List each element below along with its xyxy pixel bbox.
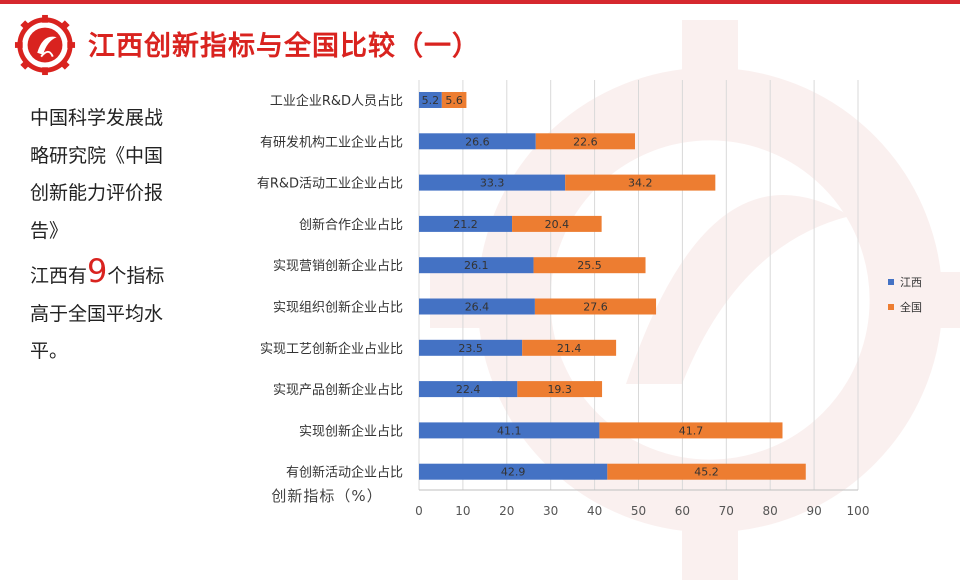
bar-segment bbox=[534, 298, 657, 315]
category-label: 创新合作企业占比 bbox=[299, 217, 403, 233]
bar-segment bbox=[419, 215, 513, 232]
bar-segment bbox=[512, 215, 602, 232]
bar-segment bbox=[599, 422, 783, 439]
x-tick-label: 0 bbox=[415, 504, 423, 518]
data-label: 41.7 bbox=[679, 424, 704, 437]
data-label: 23.5 bbox=[458, 342, 483, 355]
bar-segment bbox=[517, 381, 603, 398]
x-tick-label: 90 bbox=[806, 504, 821, 518]
side-description: 中国科学发展战略研究院《中国创新能力评价报告》 江西有9个指标高于全国平均水平。 bbox=[30, 100, 170, 371]
data-label: 5.2 bbox=[422, 94, 440, 107]
source-text: 中国科学发展战略研究院《中国创新能力评价报告》 bbox=[30, 107, 164, 242]
x-tick-label: 20 bbox=[499, 504, 514, 518]
category-label: 实现产品创新企业占比 bbox=[273, 382, 403, 398]
data-label: 19.3 bbox=[547, 383, 572, 396]
category-label: 实现组织创新企业占比 bbox=[273, 300, 403, 316]
data-label: 26.6 bbox=[465, 135, 490, 148]
data-label: 26.1 bbox=[464, 259, 489, 272]
stacked-bar-chart: 0 10 20 30 40 50 60 70 80 90 100 工业企业R&D人员占比 5.2 5.6 有… bbox=[257, 80, 922, 518]
bar-segment bbox=[522, 339, 617, 356]
data-label: 26.4 bbox=[465, 301, 490, 314]
data-label: 25.5 bbox=[577, 259, 602, 272]
bar-segment bbox=[419, 298, 535, 315]
x-tick-label: 10 bbox=[455, 504, 470, 518]
bar-segment bbox=[419, 92, 442, 108]
bar-segment bbox=[565, 174, 716, 191]
bar-segment bbox=[419, 463, 608, 480]
top-accent-line bbox=[0, 0, 960, 4]
data-label: 34.2 bbox=[628, 177, 653, 190]
x-tick-label: 80 bbox=[763, 504, 778, 518]
legend-label: 江西 bbox=[900, 276, 922, 289]
data-label: 20.4 bbox=[545, 218, 570, 231]
legend-label: 全国 bbox=[900, 300, 922, 314]
data-label: 42.9 bbox=[501, 466, 526, 479]
bar-segment bbox=[419, 133, 536, 150]
bar-segment bbox=[419, 381, 518, 398]
category-label: 工业企业R&D人员占比 bbox=[270, 93, 403, 109]
data-label: 22.6 bbox=[573, 135, 598, 148]
bar-segment bbox=[419, 339, 523, 356]
category-label: 实现创新企业占比 bbox=[299, 423, 403, 439]
category-label: 有R&D活动工业企业占比 bbox=[257, 176, 403, 192]
highlight-prefix: 江西有 bbox=[30, 265, 88, 287]
data-label: 5.6 bbox=[445, 94, 463, 107]
bar-segment bbox=[419, 174, 566, 191]
category-label: 有创新活动企业占比 bbox=[286, 465, 403, 481]
gear-leaf-logo-icon bbox=[14, 14, 76, 76]
bar-segment bbox=[535, 133, 635, 150]
data-label: 33.3 bbox=[480, 177, 505, 190]
x-axis-title: 创新指标（%） bbox=[271, 487, 382, 505]
category-label: 实现营销创新企业占比 bbox=[273, 258, 403, 274]
x-tick-label: 30 bbox=[543, 504, 558, 518]
highlight-text: 江西有9个指标高于全国平均水平。 bbox=[30, 255, 170, 371]
page-title: 江西创新指标与全国比较（一） bbox=[88, 31, 480, 62]
data-label: 21.4 bbox=[557, 342, 582, 355]
data-label: 27.6 bbox=[583, 301, 608, 314]
bar-segment bbox=[419, 422, 600, 439]
data-label: 22.4 bbox=[456, 383, 481, 396]
legend-swatch bbox=[888, 279, 894, 285]
category-label: 实现工艺创新企业占业比 bbox=[260, 341, 403, 357]
legend-swatch bbox=[888, 304, 894, 310]
highlight-number: 9 bbox=[87, 252, 108, 290]
x-tick-label: 70 bbox=[719, 504, 734, 518]
data-label: 21.2 bbox=[453, 218, 478, 231]
x-tick-label: 40 bbox=[587, 504, 602, 518]
data-label: 45.2 bbox=[694, 466, 719, 479]
x-tick-label: 100 bbox=[847, 504, 870, 518]
highlight-suffix: 个指标高于全国平均水平。 bbox=[30, 265, 165, 362]
bar-segment bbox=[419, 257, 534, 274]
bar-segment bbox=[441, 92, 467, 108]
bar-segment bbox=[607, 463, 806, 480]
x-tick-label: 50 bbox=[631, 504, 646, 518]
bar-segment bbox=[533, 257, 646, 274]
category-label: 有研发机构工业企业占比 bbox=[260, 134, 403, 150]
data-label: 41.1 bbox=[497, 424, 522, 437]
x-tick-label: 60 bbox=[675, 504, 690, 518]
